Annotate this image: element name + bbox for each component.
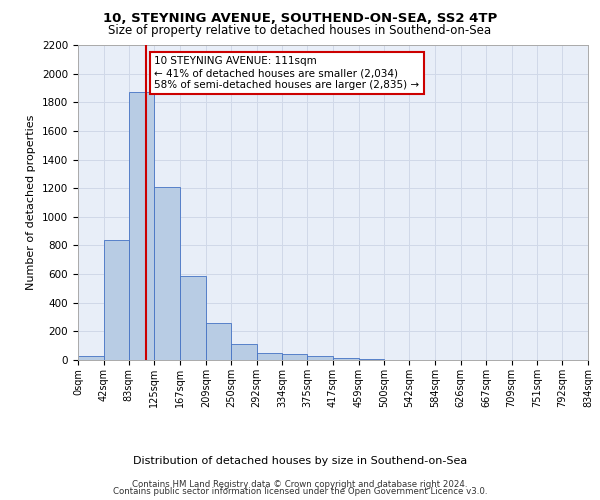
Bar: [282, 354, 307, 360]
Bar: [180, 276, 206, 360]
Y-axis label: Number of detached properties: Number of detached properties: [26, 115, 37, 290]
Bar: [154, 186, 180, 360]
Bar: [78, 356, 104, 360]
Bar: [129, 92, 154, 360]
Text: Contains public sector information licensed under the Open Government Licence v3: Contains public sector information licen…: [113, 487, 487, 496]
Bar: [257, 353, 282, 360]
Bar: [104, 240, 129, 360]
Text: 10, STEYNING AVENUE, SOUTHEND-ON-SEA, SS2 4TP: 10, STEYNING AVENUE, SOUTHEND-ON-SEA, SS…: [103, 12, 497, 26]
Text: Distribution of detached houses by size in Southend-on-Sea: Distribution of detached houses by size …: [133, 456, 467, 466]
Bar: [231, 344, 257, 360]
Text: Contains HM Land Registry data © Crown copyright and database right 2024.: Contains HM Land Registry data © Crown c…: [132, 480, 468, 489]
Text: 10 STEYNING AVENUE: 111sqm
← 41% of detached houses are smaller (2,034)
58% of s: 10 STEYNING AVENUE: 111sqm ← 41% of deta…: [154, 56, 419, 90]
Bar: [333, 358, 359, 360]
Bar: [307, 356, 333, 360]
Bar: [206, 324, 231, 360]
Text: Size of property relative to detached houses in Southend-on-Sea: Size of property relative to detached ho…: [109, 24, 491, 37]
